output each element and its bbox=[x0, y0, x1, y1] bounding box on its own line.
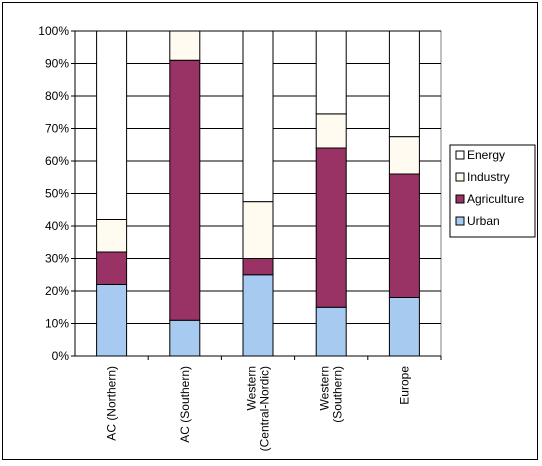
bar-segment-industry bbox=[242, 201, 274, 259]
bar-segment-urban bbox=[96, 284, 128, 357]
y-tick-label: 70% bbox=[45, 122, 69, 136]
legend-box bbox=[449, 144, 536, 238]
bar-segment-industry bbox=[169, 30, 201, 61]
y-tick-label: 100% bbox=[38, 24, 69, 38]
bar-segment-urban bbox=[388, 297, 420, 357]
bar-segment-energy bbox=[315, 30, 347, 115]
stacked-bar-chart: 0% 10% 20% 30% 40% 50% 60% 70% 80% 90% 100% AC (Nor… bbox=[38, 24, 536, 451]
y-tick-label: 90% bbox=[45, 57, 69, 71]
legend-label-energy: Energy bbox=[467, 148, 505, 162]
x-category-label: AC (Southern) bbox=[178, 366, 192, 443]
x-category-label: Western(Central-Nordic) bbox=[245, 366, 272, 451]
bar-segment-industry bbox=[315, 113, 347, 149]
legend-label-urban: Urban bbox=[467, 214, 500, 228]
x-category-label: AC (Northern) bbox=[105, 366, 119, 441]
y-tick-label: 50% bbox=[45, 187, 69, 201]
y-tick-label: 30% bbox=[45, 252, 69, 266]
legend-label-industry: Industry bbox=[467, 170, 510, 184]
x-category-label-line: Western bbox=[318, 366, 332, 410]
legend-swatch-industry bbox=[455, 172, 465, 182]
bar-segment-industry bbox=[388, 136, 420, 175]
x-category-label-line: Europe bbox=[397, 366, 411, 405]
legend-swatch-urban bbox=[455, 216, 465, 226]
bar-segment-energy bbox=[242, 30, 274, 203]
bar-segment-agriculture bbox=[388, 173, 420, 298]
bar-segment-energy bbox=[388, 30, 420, 138]
bar-segment-industry bbox=[96, 219, 128, 253]
y-tick-label: 80% bbox=[45, 89, 69, 103]
legend-label-agriculture: Agriculture bbox=[467, 192, 525, 206]
x-category-label: Western(Southern) bbox=[318, 366, 345, 423]
x-category-label-line: AC (Southern) bbox=[178, 366, 192, 443]
y-tick-label: 20% bbox=[45, 284, 69, 298]
x-category-label-line: AC (Northern) bbox=[105, 366, 119, 441]
x-category-label-line: Western bbox=[245, 366, 259, 410]
bar-segment-urban bbox=[242, 274, 274, 357]
bar-segment-agriculture bbox=[315, 147, 347, 308]
y-tick-label: 0% bbox=[52, 349, 70, 363]
bar-segment-urban bbox=[169, 319, 201, 357]
x-category-label-line: (Central-Nordic) bbox=[258, 366, 272, 451]
bar-segment-energy bbox=[96, 30, 128, 220]
legend-swatch-agriculture bbox=[455, 194, 465, 204]
x-category-label-line: (Southern) bbox=[331, 366, 345, 423]
chart-frame: 0% 10% 20% 30% 40% 50% 60% 70% 80% 90% 100% AC (Nor… bbox=[2, 2, 538, 460]
y-tick-label: 10% bbox=[45, 317, 69, 331]
x-category-label: Europe bbox=[397, 366, 411, 405]
y-tick-label: 60% bbox=[45, 154, 69, 168]
bar-segment-agriculture bbox=[169, 59, 201, 321]
bar-segment-agriculture bbox=[96, 251, 128, 285]
bar-segment-agriculture bbox=[242, 258, 274, 276]
bar-segment-urban bbox=[315, 306, 347, 357]
y-tick-label: 40% bbox=[45, 219, 69, 233]
legend-swatch-energy bbox=[455, 150, 465, 160]
